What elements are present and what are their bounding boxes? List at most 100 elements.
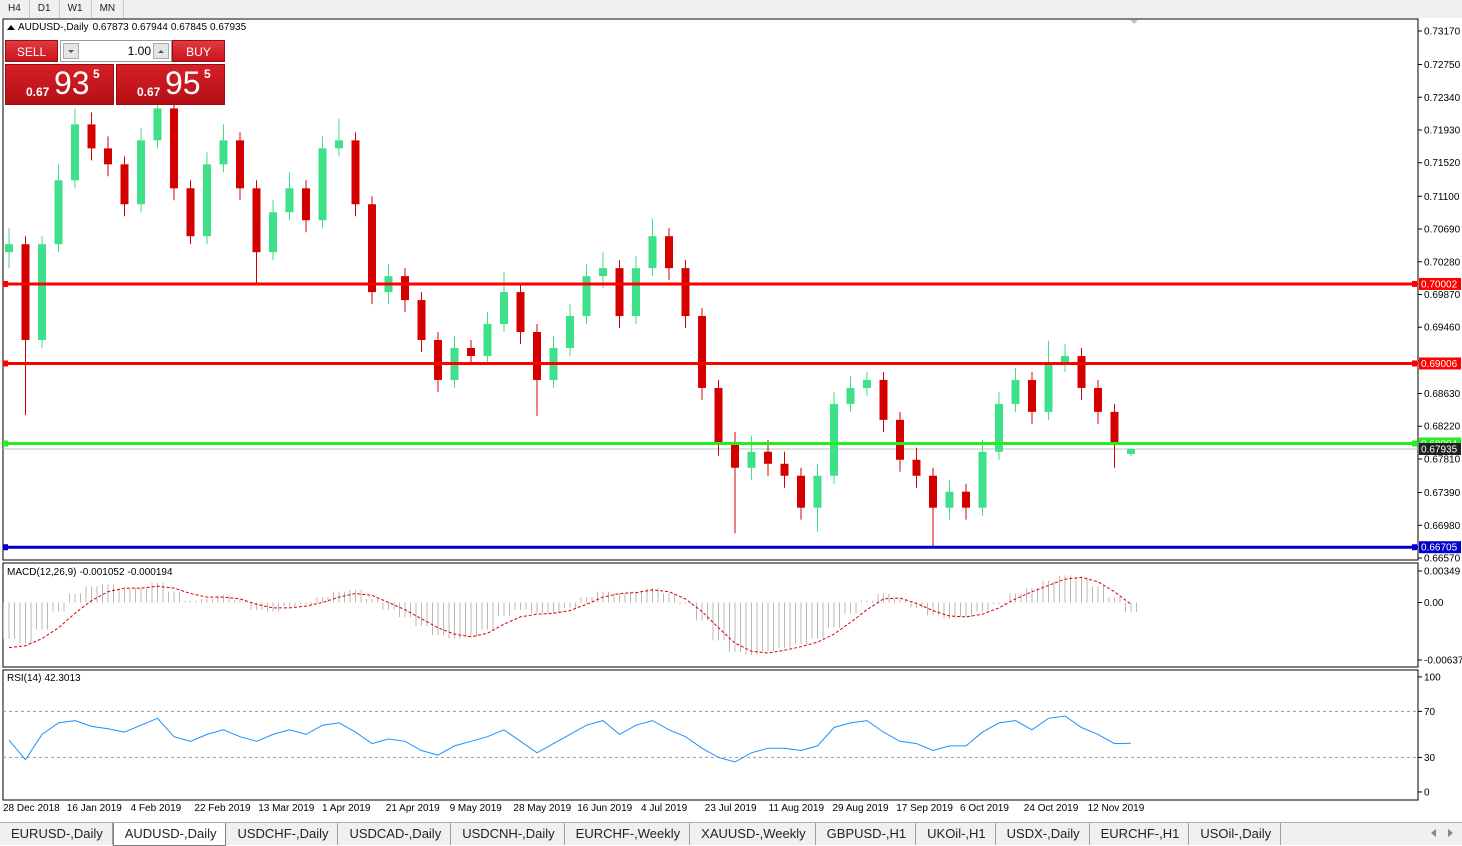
candle-body [896, 419, 904, 460]
candle-body [38, 244, 46, 341]
candle-body [780, 463, 789, 476]
candle-body [137, 140, 145, 205]
timeframe-button[interactable]: H4 [0, 0, 30, 18]
lot-field[interactable]: 1.00 [60, 40, 172, 62]
candle-body [1044, 363, 1053, 412]
y-tick-label: 0.72340 [1424, 93, 1461, 104]
candle-body [302, 188, 310, 221]
y-tick-label: 0.71930 [1424, 125, 1461, 136]
one-click-trading: SELL 1.00 BUY 0.67 93 5 0.67 95 5 [5, 40, 225, 105]
x-tick-label: 12 Nov 2019 [1088, 803, 1145, 814]
candle-body [335, 140, 343, 149]
level-handle [1412, 440, 1417, 447]
macd-signal-value: -0.000194 [128, 567, 173, 578]
y-tick-label: 0.69870 [1424, 290, 1461, 301]
candle-body [434, 340, 442, 380]
sell-price-prefix: 0.67 [26, 85, 50, 99]
chart-tab[interactable]: USDCAD-,Daily [338, 823, 452, 845]
candle-body [714, 387, 723, 444]
collapse-icon[interactable] [7, 25, 15, 30]
candle-body [500, 292, 508, 325]
rsi-value: 42.3013 [44, 673, 81, 684]
buy-button[interactable]: BUY [172, 40, 225, 62]
chart-tab[interactable]: UKOil-,H1 [916, 823, 996, 845]
lot-increase[interactable] [153, 43, 169, 59]
lot-decrease[interactable] [63, 43, 79, 59]
timeframe-button[interactable]: D1 [30, 0, 60, 18]
candle-body [186, 188, 195, 237]
candle-body [599, 268, 607, 277]
sell-price[interactable]: 0.67 93 5 [5, 64, 114, 105]
candle-body [929, 475, 937, 508]
lot-value: 1.00 [127, 44, 151, 58]
candle-body [731, 443, 739, 468]
chart-tab[interactable]: GBPUSD-,H1 [816, 823, 917, 845]
candle-body [566, 316, 574, 348]
candle-body [252, 188, 261, 253]
candle-body [401, 276, 409, 301]
x-tick-label: 23 Jul 2019 [705, 803, 757, 814]
level-handle [3, 440, 8, 447]
candle-body [582, 276, 591, 317]
candle-body [681, 268, 690, 317]
x-tick-label: 16 Jun 2019 [577, 803, 632, 814]
candle-body [533, 332, 541, 380]
candle-body [351, 140, 360, 205]
chart-tab[interactable]: EURUSD-,Daily [0, 823, 113, 845]
candle-body [648, 236, 657, 269]
candle-body [417, 300, 426, 341]
chart-tab[interactable]: USOil-,Daily [1189, 823, 1282, 845]
down-arrow [68, 50, 74, 53]
x-tick-label: 16 Jan 2019 [67, 803, 122, 814]
macd-main-value: -0.001052 [79, 567, 124, 578]
candle-body [813, 475, 822, 508]
candle-body [318, 148, 327, 221]
timeframe-button[interactable]: W1 [60, 0, 92, 18]
timeframe-button[interactable]: MN [92, 0, 125, 18]
buy-price-prefix: 0.67 [137, 85, 161, 99]
chart-tab[interactable]: XAUUSD-,Weekly [690, 823, 816, 845]
level-handle [3, 360, 8, 367]
scroll-left[interactable] [1431, 829, 1436, 837]
candle-body [1028, 379, 1036, 412]
candle-body [21, 244, 30, 341]
level-handle [1412, 280, 1417, 287]
candle-body [747, 451, 756, 468]
candle-body [5, 244, 13, 253]
x-tick-label: 13 Mar 2019 [258, 803, 315, 814]
y-tick-label: 0 [1424, 787, 1430, 798]
timeframe-toolbar: H4 D1 W1 MN [0, 0, 1462, 19]
last-high: 0.67944 [132, 22, 169, 33]
sell-button[interactable]: SELL [5, 40, 58, 62]
candle-body [698, 316, 706, 388]
sell-price-pips: 93 [54, 65, 90, 101]
candle-body [516, 292, 525, 333]
y-tick-label: 0.70690 [1424, 225, 1461, 236]
buy-price[interactable]: 0.67 95 5 [116, 64, 225, 105]
chart-tab[interactable]: EURCHF-,Weekly [565, 823, 691, 845]
x-tick-label: 22 Feb 2019 [194, 803, 251, 814]
chart-tab[interactable]: USDCHF-,Daily [226, 823, 339, 845]
level-label-box [1419, 357, 1461, 370]
current-price-label: 0.67935 [1421, 445, 1458, 456]
candle-body [170, 108, 178, 189]
x-tick-label: 21 Apr 2019 [386, 803, 440, 814]
candle-body [830, 403, 838, 476]
y-tick-label: 0.67810 [1424, 454, 1461, 465]
level-handle [1412, 544, 1417, 551]
last-close: 0.67935 [210, 22, 247, 33]
x-tick-label: 28 Dec 2018 [3, 803, 60, 814]
main-frame [2, 18, 1419, 561]
chart-tab[interactable]: USDCNH-,Daily [451, 823, 565, 845]
candle-body [1110, 411, 1119, 444]
chart-tab[interactable]: USDX-,Daily [996, 823, 1090, 845]
y-tick-label: 0.72750 [1424, 60, 1461, 71]
chart-tab[interactable]: EURCHF-,H1 [1090, 823, 1190, 845]
candle-body [846, 387, 855, 404]
chart-tab[interactable]: AUDUSD-,Daily [112, 823, 227, 846]
scroll-right[interactable] [1448, 829, 1453, 837]
chart-tabs: EURUSD-,Daily AUDUSD-,Daily USDCHF-,Daily U… [0, 822, 1462, 846]
up-arrow [158, 50, 164, 53]
candle-body [1077, 355, 1086, 388]
